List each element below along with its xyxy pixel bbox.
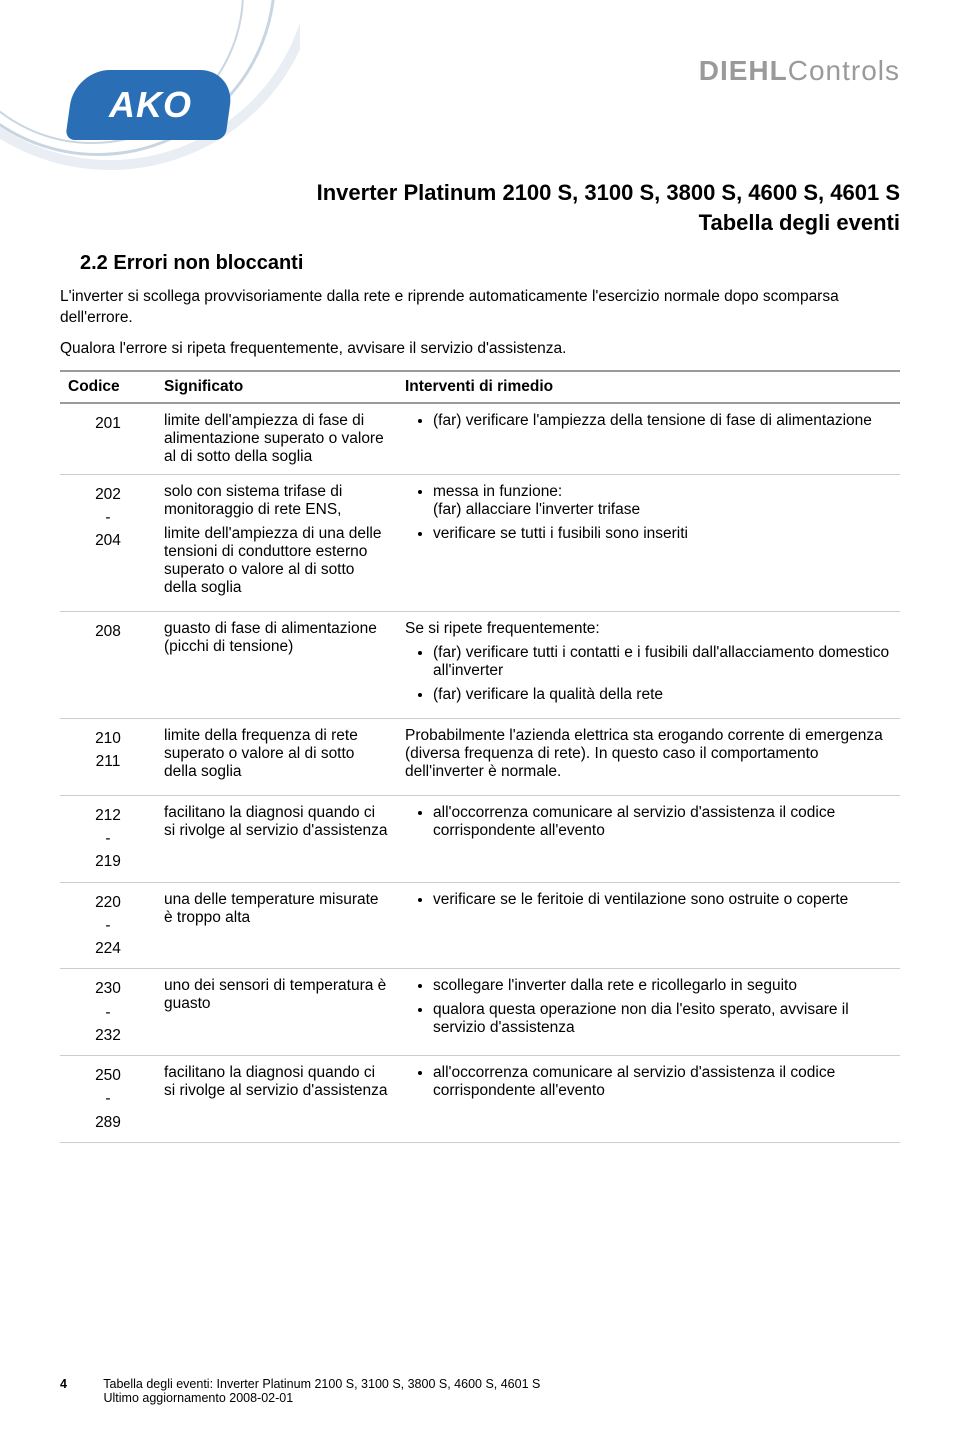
cell-code: 230-232	[60, 969, 156, 1056]
cell-significato: una delle temperature misurate è troppo …	[156, 882, 397, 969]
table-row: 210211limite della frequenza di rete sup…	[60, 718, 900, 795]
cell-significato: solo con sistema trifase di monitoraggio…	[156, 474, 397, 611]
cell-rimedio: Se si ripete frequentemente:(far) verifi…	[397, 611, 900, 718]
cell-significato: facilitano la diagnosi quando ci si rivo…	[156, 795, 397, 882]
col-header-code: Codice	[60, 371, 156, 403]
cell-code: 202-204	[60, 474, 156, 611]
ako-logo: AKO	[65, 70, 235, 140]
document-subtitle: Tabella degli eventi	[60, 210, 900, 236]
cell-code: 212-219	[60, 795, 156, 882]
col-header-rimedio: Interventi di rimedio	[397, 371, 900, 403]
cell-code: 250-289	[60, 1056, 156, 1143]
cell-significato: facilitano la diagnosi quando ci si rivo…	[156, 1056, 397, 1143]
events-table: Codice Significato Interventi di rimedio…	[60, 370, 900, 1143]
cell-rimedio: all'occorrenza comunicare al servizio d'…	[397, 1056, 900, 1143]
col-header-significato: Significato	[156, 371, 397, 403]
cell-significato: limite della frequenza di rete superato …	[156, 718, 397, 795]
page-footer: 4 Tabella degli eventi: Inverter Platinu…	[60, 1377, 540, 1405]
diehl-logo: DIEHLControls	[699, 55, 900, 87]
cell-significato: uno dei sensori di temperatura è guasto	[156, 969, 397, 1056]
table-row: 212-219facilitano la diagnosi quando ci …	[60, 795, 900, 882]
cell-rimedio: all'occorrenza comunicare al servizio d'…	[397, 795, 900, 882]
table-row: 220-224una delle temperature misurate è …	[60, 882, 900, 969]
cell-significato: guasto di fase di alimentazione (picchi …	[156, 611, 397, 718]
cell-rimedio: messa in funzione:(far) allacciare l'inv…	[397, 474, 900, 611]
page-number: 4	[60, 1377, 100, 1391]
table-header-row: Codice Significato Interventi di rimedio	[60, 371, 900, 403]
footer-line-2: Ultimo aggiornamento 2008-02-01	[103, 1391, 293, 1405]
diehl-logo-light: Controls	[788, 55, 900, 86]
diehl-logo-bold: DIEHL	[699, 55, 788, 86]
table-row: 250-289facilitano la diagnosi quando ci …	[60, 1056, 900, 1143]
document-page: AKO DIEHLControls Inverter Platinum 2100…	[0, 0, 960, 1435]
cell-rimedio: scollegare l'inverter dalla rete e ricol…	[397, 969, 900, 1056]
footer-line-1: Tabella degli eventi: Inverter Platinum …	[103, 1377, 540, 1391]
table-row: 230-232uno dei sensori di temperatura è …	[60, 969, 900, 1056]
table-row: 201limite dell'ampiezza di fase di alime…	[60, 403, 900, 475]
cell-code: 201	[60, 403, 156, 475]
cell-rimedio: (far) verificare l'ampiezza della tensio…	[397, 403, 900, 475]
cell-rimedio: verificare se le feritoie di ventilazion…	[397, 882, 900, 969]
cell-code: 208	[60, 611, 156, 718]
table-row: 202-204solo con sistema trifase di monit…	[60, 474, 900, 611]
cell-significato: limite dell'ampiezza di fase di alimenta…	[156, 403, 397, 475]
cell-code: 220-224	[60, 882, 156, 969]
table-row: 208guasto di fase di alimentazione (picc…	[60, 611, 900, 718]
ako-logo-text: AKO	[109, 84, 192, 126]
intro-paragraph-2: Qualora l'errore si ripeta frequentement…	[60, 339, 900, 360]
cell-code: 210211	[60, 718, 156, 795]
intro-paragraph-1: L'inverter si scollega provvisoriamente …	[60, 287, 900, 329]
section-heading: 2.2 Errori non bloccanti	[80, 252, 900, 275]
cell-rimedio: Probabilmente l'azienda elettrica sta er…	[397, 718, 900, 795]
